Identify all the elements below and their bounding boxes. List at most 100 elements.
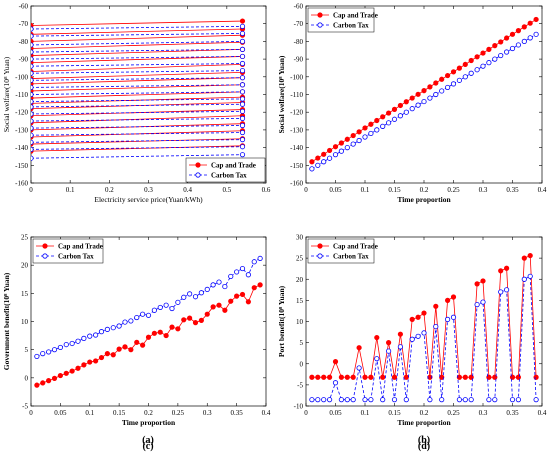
data-point: [486, 46, 492, 52]
data-point: [239, 96, 246, 102]
series-line: [31, 146, 243, 150]
series-line: [31, 91, 243, 95]
legend-marker: [195, 162, 201, 168]
data-point: [31, 132, 34, 138]
legend-marker: [317, 12, 323, 18]
data-point: [110, 352, 116, 358]
data-point: [356, 137, 362, 144]
x-tick-label: 0.3: [479, 409, 488, 417]
series-line: [31, 154, 243, 159]
x-tick-label: 0.1: [361, 409, 370, 417]
data-point: [391, 106, 398, 112]
data-point: [503, 265, 510, 271]
series-line: [31, 41, 243, 49]
legend-label: Cap and Trade: [211, 162, 256, 170]
data-point: [110, 325, 116, 331]
data-point: [46, 349, 52, 355]
data-point: [31, 49, 34, 55]
y-tick-label: 5: [25, 346, 29, 354]
series-line: [31, 138, 243, 145]
data-point: [344, 145, 350, 151]
panel-label: (c): [142, 441, 153, 452]
data-point: [521, 24, 527, 30]
legend: Cap and Trade Carbon Tax: [32, 238, 104, 264]
data-point: [239, 46, 246, 52]
data-point: [527, 273, 533, 279]
x-tick-label: 0.05: [329, 186, 342, 194]
y-axis-label: Social welfare(10⁸ Yuan): [277, 55, 286, 133]
data-point: [321, 159, 327, 165]
legend-marker: [42, 253, 48, 259]
data-point: [87, 333, 93, 339]
data-point: [344, 397, 350, 403]
x-tick-label: 0.05: [54, 409, 67, 417]
data-point: [456, 397, 462, 403]
data-point: [462, 374, 468, 380]
data-point: [128, 347, 134, 353]
x-tick-label: 0.3: [203, 409, 212, 417]
data-point: [374, 127, 380, 133]
x-tick-label: 0.25: [447, 409, 460, 417]
data-point: [409, 106, 415, 112]
data-point: [456, 77, 462, 83]
data-point: [338, 374, 344, 380]
data-point: [433, 323, 439, 330]
data-point: [321, 397, 327, 403]
data-point: [239, 82, 246, 88]
panel-label: (d): [418, 441, 430, 452]
y-tick-label: 25: [21, 234, 29, 242]
x-tick-label: 0.6: [262, 186, 271, 194]
data-point: [332, 380, 339, 386]
data-point: [239, 129, 246, 136]
data-point: [321, 151, 327, 157]
y-tick-label: -140: [290, 144, 303, 152]
data-point: [456, 374, 462, 380]
y-tick-label: -80: [294, 38, 304, 46]
data-point: [503, 287, 510, 293]
data-point: [356, 365, 362, 371]
legend-marker: [195, 172, 201, 178]
data-point: [450, 81, 457, 87]
data-point: [368, 397, 374, 403]
data-point: [198, 290, 204, 296]
series-line: [31, 56, 243, 64]
data-point: [444, 316, 451, 322]
y-tick-label: -150: [290, 162, 303, 170]
data-point: [332, 144, 339, 150]
data-point: [362, 397, 368, 403]
legend-label: Carbon Tax: [58, 253, 94, 261]
data-point: [344, 374, 350, 380]
y-tick-label: -110: [15, 91, 28, 99]
data-point: [51, 347, 58, 353]
data-point: [433, 80, 439, 86]
data-point: [93, 332, 99, 338]
x-axis-label: Electricity service price(Yuan/kWh): [94, 195, 203, 204]
data-point: [385, 120, 392, 126]
data-point: [374, 356, 380, 362]
series-line: [31, 91, 243, 99]
y-tick-label: -60: [294, 3, 304, 11]
y-tick-label: -5: [297, 381, 303, 389]
data-point: [480, 50, 486, 56]
data-point: [239, 101, 246, 107]
data-point: [421, 88, 427, 94]
data-point: [31, 111, 34, 117]
legend-label: Carbon Tax: [211, 172, 247, 180]
legend-box: [307, 7, 375, 33]
data-point: [134, 339, 140, 345]
data-point: [34, 382, 40, 388]
data-point: [468, 397, 474, 403]
data-point: [380, 123, 386, 129]
plot-area: [309, 16, 539, 172]
data-point: [69, 340, 75, 347]
data-point: [498, 268, 504, 274]
y-tick-label: 5: [300, 339, 304, 347]
data-point: [204, 311, 210, 317]
legend-marker: [317, 243, 323, 249]
data-point: [456, 65, 462, 71]
y-tick-label: -160: [15, 180, 28, 188]
y-tick-label: -70: [19, 20, 29, 28]
legend-marker: [42, 243, 48, 249]
data-point: [368, 130, 374, 137]
y-tick-label: -100: [290, 73, 303, 81]
